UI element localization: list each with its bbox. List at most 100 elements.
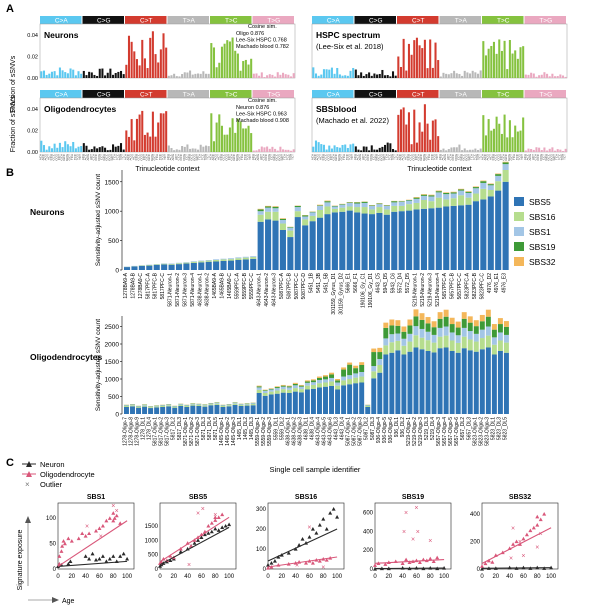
neurons-sample-label: 5219-Neuron-1 [413, 273, 419, 307]
fit-line-oligodendrocyte [267, 556, 338, 568]
context-tick-label: CCA [134, 154, 138, 160]
neurons-bar-sbs32 [279, 218, 286, 219]
scatter-ytick: 200 [256, 527, 267, 533]
spectrum-bar [220, 125, 223, 152]
scatter-point-outlier: × [115, 508, 119, 515]
spectrum-bar [484, 135, 488, 152]
context-tick-label: CCC [451, 153, 455, 160]
scatter-point-outlier: × [414, 505, 418, 512]
oligos-bar-sbs5 [389, 352, 395, 414]
oligos-bar-sbs19 [310, 380, 316, 383]
scatter-xtick: 0 [158, 574, 162, 580]
spectrum-bar [314, 73, 318, 78]
context-tick-label: TCA [113, 154, 117, 160]
oligos-bar-sbs5 [184, 407, 190, 414]
neurons-bar-sbs16 [265, 211, 272, 220]
scatter-point-outlier: × [321, 565, 325, 572]
spectrum-ytick: 0.02 [27, 128, 38, 134]
context-tick-label: CCC [52, 153, 56, 160]
oligos-bar-sbs32 [407, 319, 413, 326]
context-tick-label: ACG [316, 153, 320, 160]
scatter-point-oligodendrocyte [514, 539, 519, 544]
spectrum-bar [471, 149, 474, 152]
neurons-bar-sbs16 [472, 193, 479, 202]
oligos-bar-sbs1 [377, 359, 383, 365]
scatter-point-neuron [87, 556, 92, 561]
spectrum-bar [370, 75, 373, 78]
oligos-bar-sbs1 [124, 405, 129, 406]
oligos-bar-sbs16 [437, 336, 443, 349]
oligos-bar-sbs5 [274, 393, 280, 414]
neurons-bar-sbs16 [450, 198, 457, 206]
spectrum-bar [117, 145, 120, 152]
scatter-point-neuron [300, 537, 305, 541]
context-tick-label: GCC [105, 153, 109, 161]
oligos-bar-sbs5 [238, 405, 244, 414]
context-tick-label: TCG [161, 153, 165, 160]
context-tick-label: ACC [41, 153, 45, 160]
spectrum-bar [58, 67, 61, 78]
oligos-bar-sbs32 [425, 317, 431, 324]
oligos-bar-sbs5 [286, 393, 292, 414]
oligos-bar-sbs1 [142, 404, 148, 406]
spectrum-bar [104, 147, 107, 152]
neurons-bar-sbs19 [502, 162, 509, 165]
neurons-bar-sbs19 [309, 211, 316, 213]
spectrum-bar [247, 64, 250, 78]
spectrum-bar [500, 50, 503, 78]
spectrum-bar [109, 68, 112, 78]
context-tick-label: ACC [525, 153, 529, 160]
spectrum-bar [284, 74, 287, 78]
context-tick-label: TCC [285, 153, 289, 160]
spectrum-bar [231, 37, 234, 78]
oligos-bar-sbs5 [154, 407, 160, 414]
oligos-bar-sbs1 [148, 406, 154, 408]
mutation-class-header [252, 16, 294, 24]
spectrum-bar [548, 148, 551, 152]
oligos-ytick-label: 0 [115, 412, 119, 419]
neurons-bar-sbs1 [265, 207, 272, 212]
context-tick-label: ACG [443, 153, 447, 160]
context-tick-label: ACC [168, 153, 172, 160]
oligos-sample-label: 5087-Oligo-1 [346, 417, 352, 446]
oligos-bar-sbs5 [196, 405, 202, 414]
spectrum-bar [247, 125, 250, 152]
spectrum-bar [476, 73, 480, 78]
oligos-bar-sbs5 [413, 347, 419, 414]
spectrum-bar [234, 50, 237, 78]
neurons-bar-sbs5 [406, 210, 413, 270]
spectrum-bar [461, 75, 464, 78]
spectrum-bar [162, 113, 165, 152]
oligos-bar-sbs16 [389, 342, 395, 353]
neurons-sample-label: 5657PFC-B [450, 272, 456, 299]
mutation-class-label: C>T [140, 92, 152, 99]
neurons-bar-sbs1 [272, 208, 279, 212]
context-tick-label: GCA [332, 154, 336, 161]
spectrum-bar [215, 67, 218, 78]
oligos-sample-label: 5871-Oligo-2 [189, 417, 195, 446]
scatter-point-neuron [94, 557, 98, 562]
spectrum-bar [66, 144, 69, 152]
mutation-class-header [524, 90, 566, 98]
oligos-bar-sbs16 [425, 340, 431, 351]
neurons-bar-sbs5 [131, 266, 138, 270]
spectrum-bar [325, 69, 328, 78]
mutation-class-label: C>G [97, 18, 111, 25]
neurons-bar-sbs16 [235, 258, 242, 260]
oligos-bar-sbs32 [437, 312, 443, 319]
neurons-bar-sbs32 [317, 204, 324, 206]
spectrum-bar [458, 73, 461, 78]
oligos-bar-sbs5 [341, 385, 347, 414]
spectrum-bar [74, 148, 77, 152]
spectrum-bar [242, 61, 245, 78]
spectrum-bar [352, 143, 355, 152]
spectrum-bar [490, 46, 493, 78]
oligos-bar-sbs32 [461, 312, 467, 319]
oligos-sample-label: 5823-Oligo-3 [484, 417, 490, 446]
oligos-bar-sbs5 [130, 406, 135, 414]
neurons-bar-sbs19 [317, 205, 324, 206]
scatter-point-neuron [321, 517, 326, 521]
neurons-bar-sbs5 [317, 217, 324, 270]
context-tick-label: GCC [190, 153, 194, 161]
neurons-sample-label: 5871-Neuron-4 [190, 273, 196, 307]
